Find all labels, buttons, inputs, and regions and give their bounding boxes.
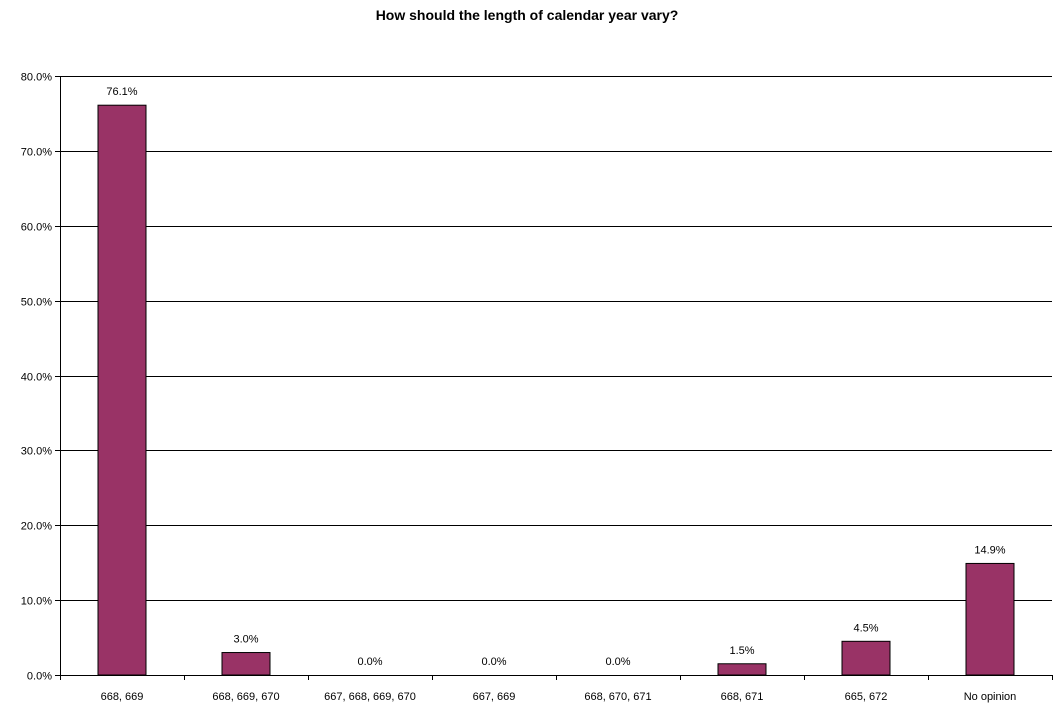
bar: [97, 104, 147, 676]
data-label: 3.0%: [233, 634, 258, 646]
data-label: 14.9%: [974, 544, 1005, 556]
bar: [965, 562, 1015, 676]
y-tick-label: 80.0%: [21, 72, 52, 84]
y-tick-label: 60.0%: [21, 222, 52, 234]
data-label: 0.0%: [481, 656, 506, 668]
y-tick-label: 20.0%: [21, 521, 52, 533]
data-label: 0.0%: [605, 656, 630, 668]
y-tick-label: 30.0%: [21, 446, 52, 458]
bars: [97, 104, 1015, 676]
gridlines: [60, 76, 1052, 601]
y-tick-label: 10.0%: [21, 596, 52, 608]
x-category-label: 668, 671: [721, 691, 764, 703]
y-tick-label: 0.0%: [27, 671, 52, 683]
x-category-label: 667, 668, 669, 670: [324, 691, 416, 703]
data-label: 4.5%: [853, 622, 878, 634]
x-axis: 668, 669 668, 669, 670 667, 668, 669, 670 6…: [60, 675, 1053, 703]
chart-title: How should the length of calendar year v…: [376, 7, 679, 23]
y-tick-label: 50.0%: [21, 297, 52, 309]
bar: [841, 640, 891, 676]
x-category-label: No opinion: [964, 691, 1017, 703]
x-category-label: 668, 669, 670: [212, 691, 279, 703]
data-label: 1.5%: [729, 645, 754, 657]
data-label: 0.0%: [357, 656, 382, 668]
y-axis-ticks: 0.0% 10.0% 20.0% 30.0% 40.0% 50.0% 60.0% 70.0% 8…: [21, 72, 60, 683]
bar: [221, 652, 271, 676]
data-label: 76.1%: [106, 86, 137, 98]
x-category-label: 668, 669: [101, 691, 144, 703]
x-category-label: 665, 672: [845, 691, 888, 703]
x-category-label: 668, 670, 671: [584, 691, 651, 703]
bar: [717, 663, 767, 676]
y-tick-label: 40.0%: [21, 372, 52, 384]
y-tick-label: 70.0%: [21, 147, 52, 159]
x-category-label: 667, 669: [473, 691, 516, 703]
data-labels: 76.1% 3.0% 0.0% 0.0% 0.0% 1.5% 4.5% 14.9%: [106, 86, 1005, 668]
